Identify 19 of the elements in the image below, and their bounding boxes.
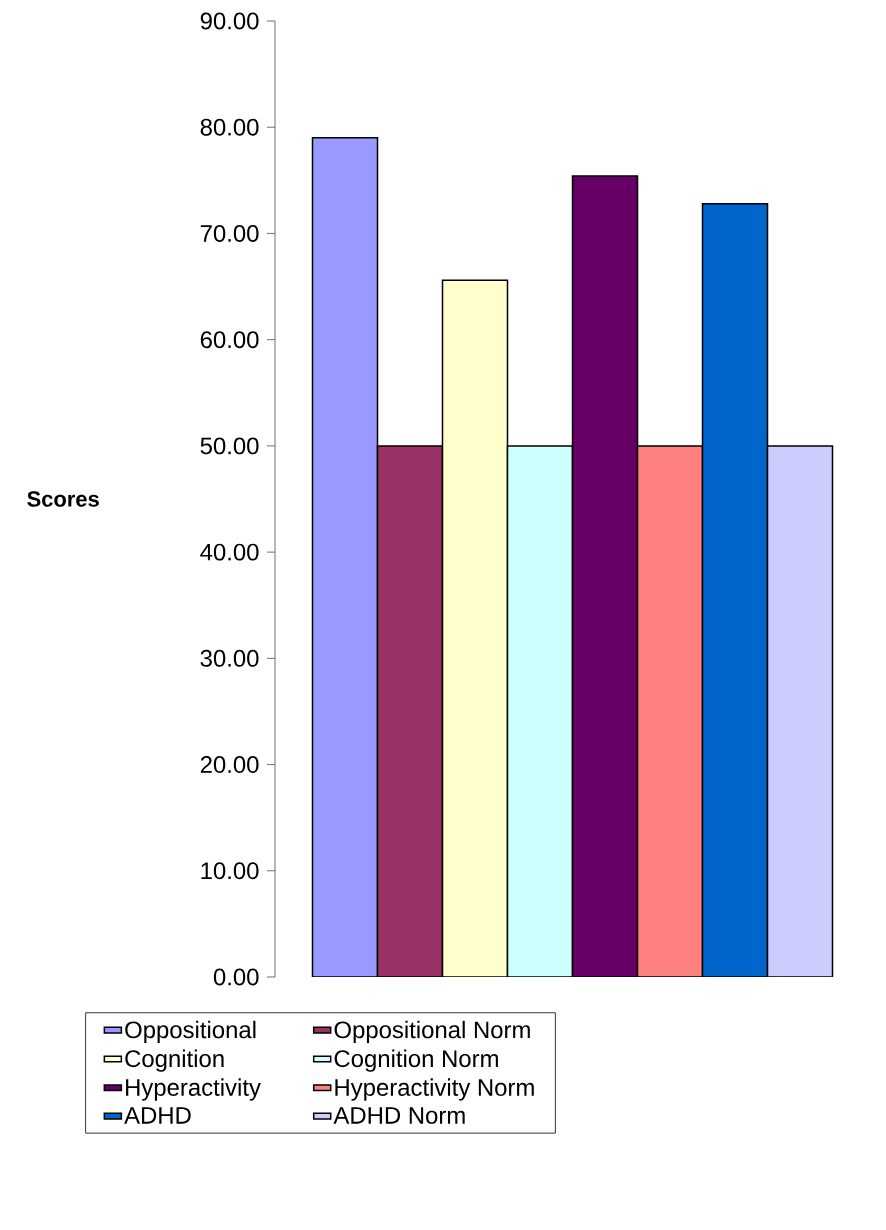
y-tick-label: 40.00: [200, 543, 259, 561]
legend-label: Cognition Norm: [334, 1049, 498, 1072]
y-tick-label: 10.00: [201, 862, 259, 880]
y-tick-label: 70.00: [200, 224, 259, 242]
y-tick-label: 50.00: [200, 437, 259, 455]
legend-label: Oppositional: [125, 1020, 256, 1044]
y-tick-label: 0.00: [213, 968, 259, 986]
y-tick-label: 80.00: [200, 118, 259, 136]
y-tick-label: 30.00: [200, 649, 259, 667]
legend-label: ADHD: [124, 1107, 191, 1124]
legend-label: ADHD Norm: [333, 1107, 465, 1124]
legend-label: Hyperactivity: [126, 1078, 261, 1101]
y-tick-label: 90.00: [200, 12, 259, 30]
legend-label: Cognition: [125, 1049, 224, 1072]
legend-label: Oppositional Norm: [334, 1020, 530, 1044]
y-tick-label: 60.00: [200, 331, 259, 349]
y-axis-title: Scores: [27, 491, 99, 507]
legend-label: Hyperactivity Norm: [335, 1078, 534, 1101]
y-tick-label: 20.00: [200, 756, 259, 774]
